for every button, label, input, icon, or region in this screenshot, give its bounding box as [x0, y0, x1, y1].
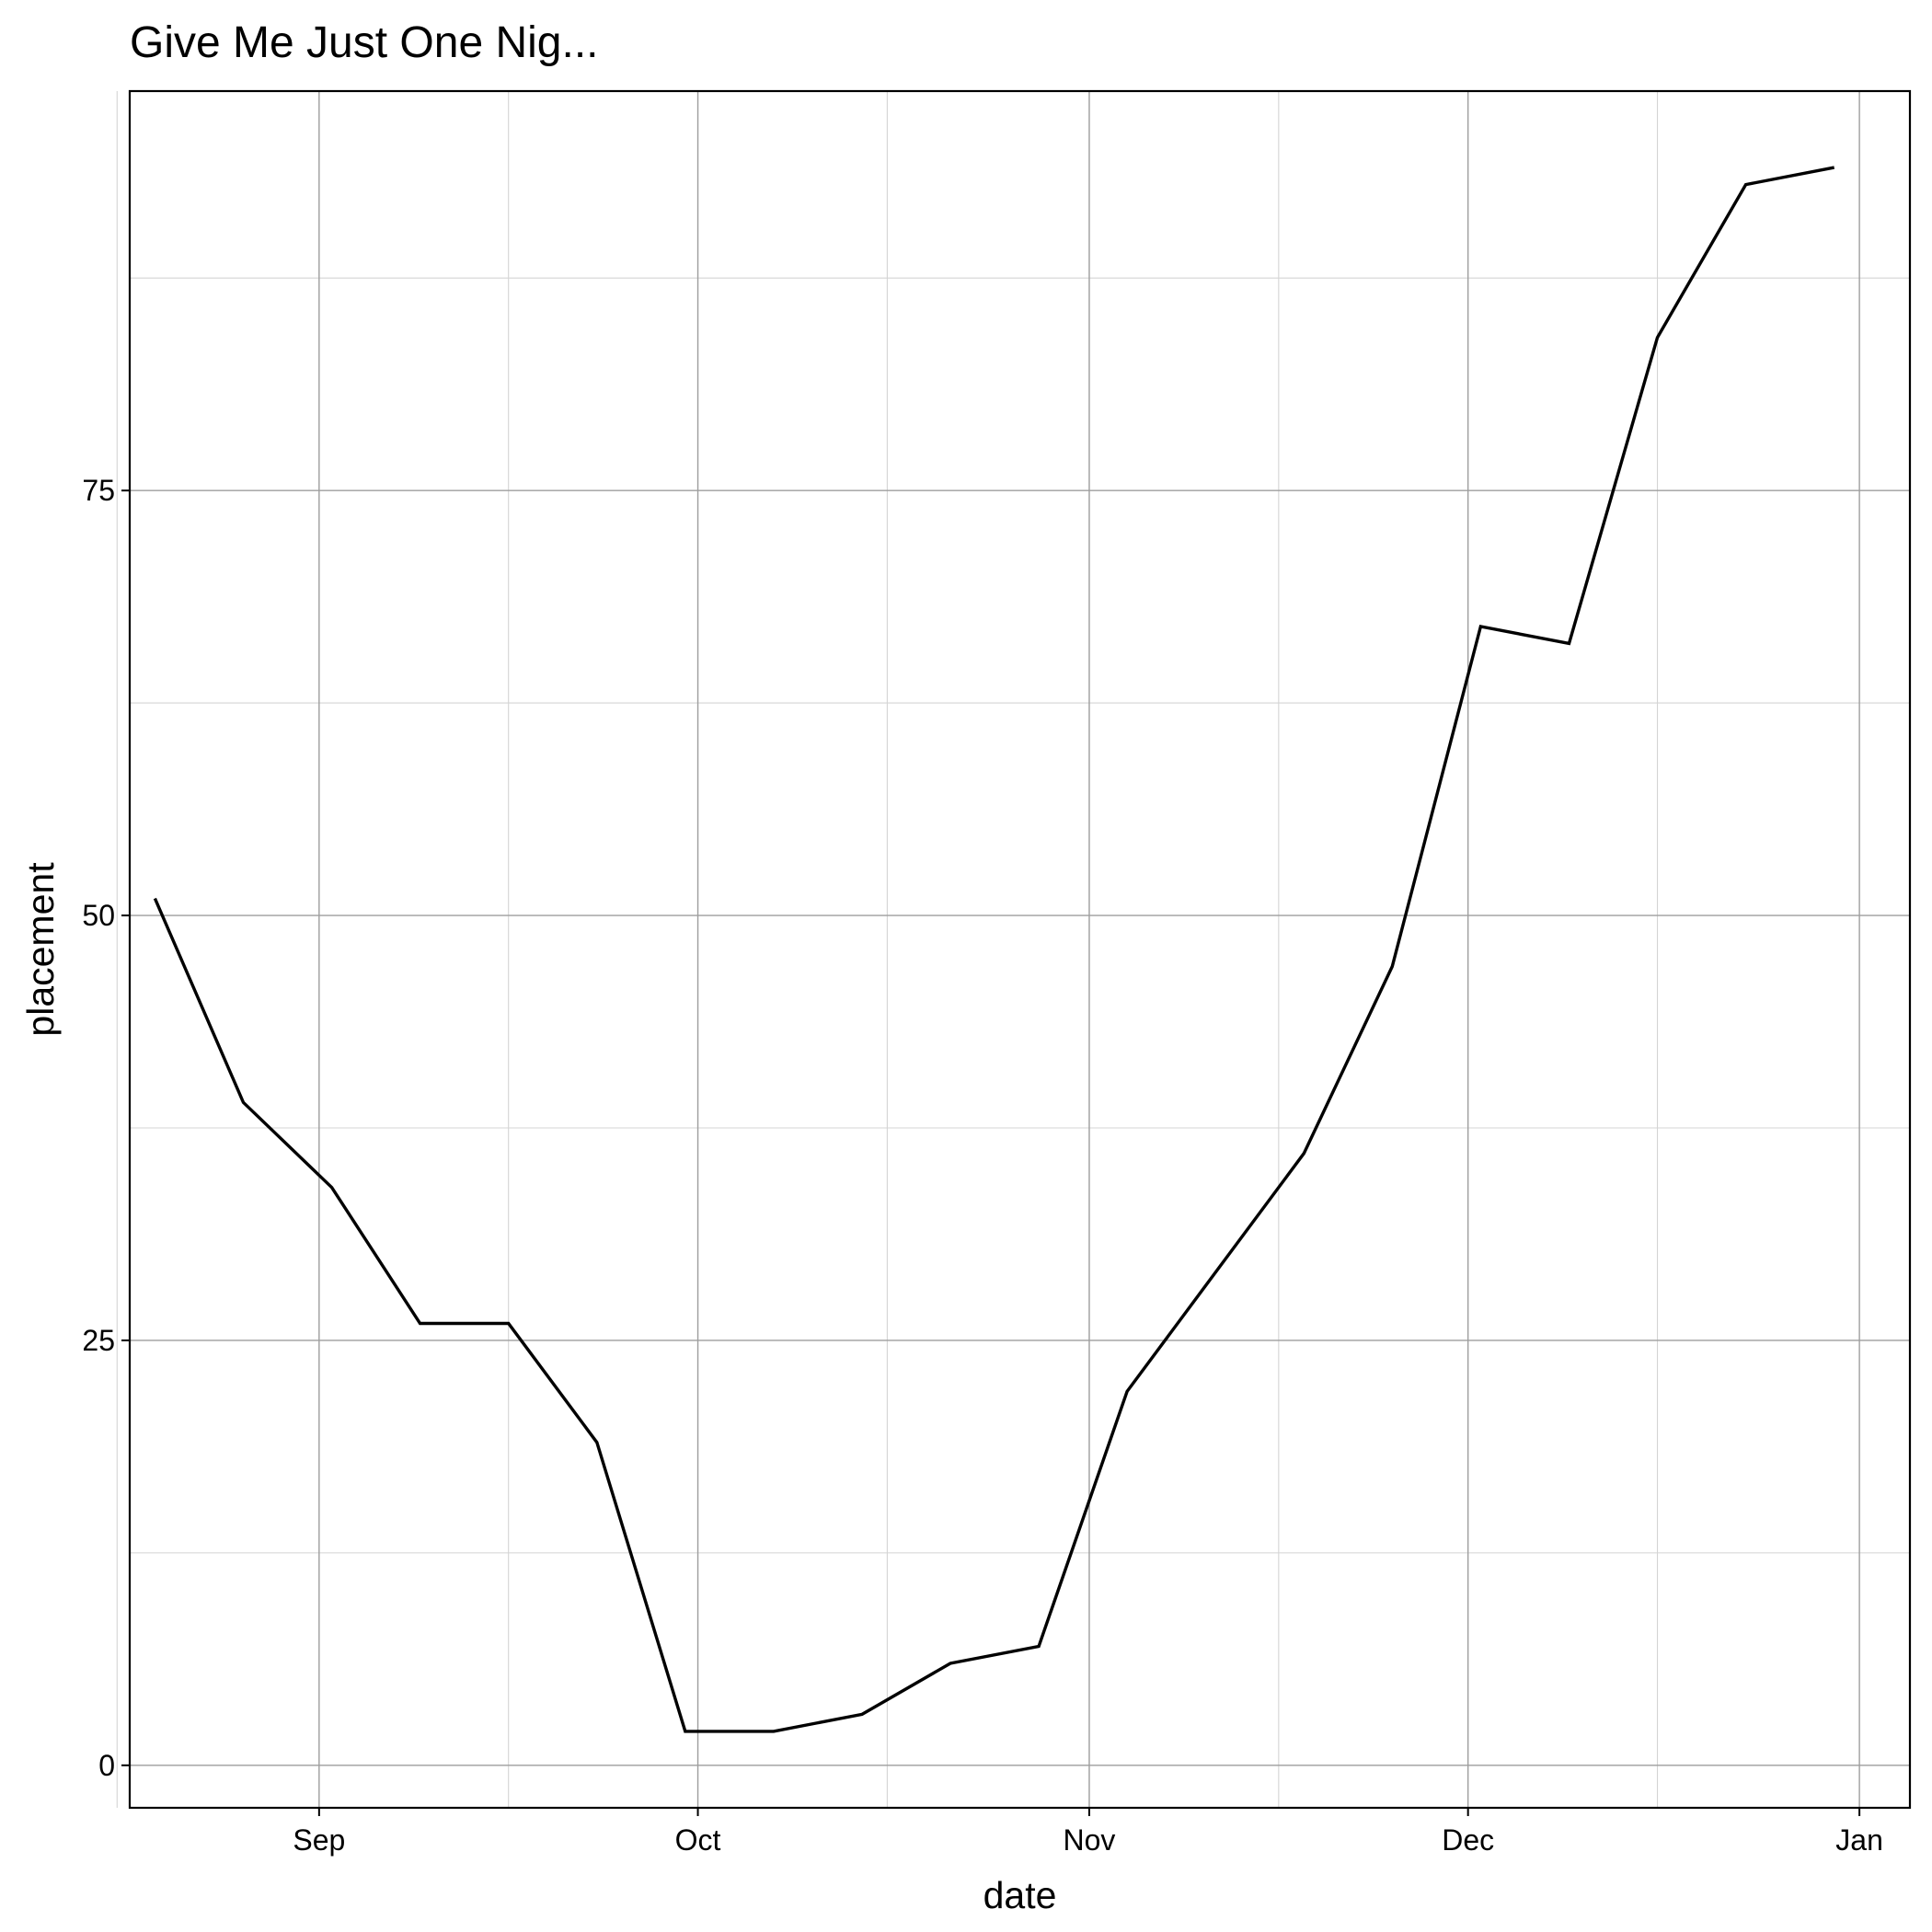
- y-tick-label: 75: [82, 474, 115, 507]
- grid-layer: [116, 91, 1910, 1808]
- series-layer: [153, 166, 1835, 1733]
- y-tick-label: 50: [82, 899, 115, 932]
- x-tick-label: Dec: [1442, 1823, 1494, 1857]
- y-tick-label: 25: [82, 1324, 115, 1357]
- y-axis-title: placement: [19, 862, 62, 1037]
- x-tick-label: Nov: [1064, 1823, 1116, 1857]
- x-tick-label: Jan: [1835, 1823, 1883, 1857]
- plot-panel-border: [128, 89, 1912, 1810]
- x-tick-label: Oct: [675, 1823, 721, 1857]
- series-line: [153, 166, 1835, 1733]
- x-tick-label: Sep: [293, 1823, 345, 1857]
- y-tick-label: 0: [98, 1749, 115, 1782]
- axis-ticks: Sep Oct Nov Dec Jan 0 25 50 75: [82, 474, 1882, 1857]
- x-axis-title: date: [983, 1874, 1057, 1916]
- chart-title: Give Me Just One Nig...: [130, 18, 599, 67]
